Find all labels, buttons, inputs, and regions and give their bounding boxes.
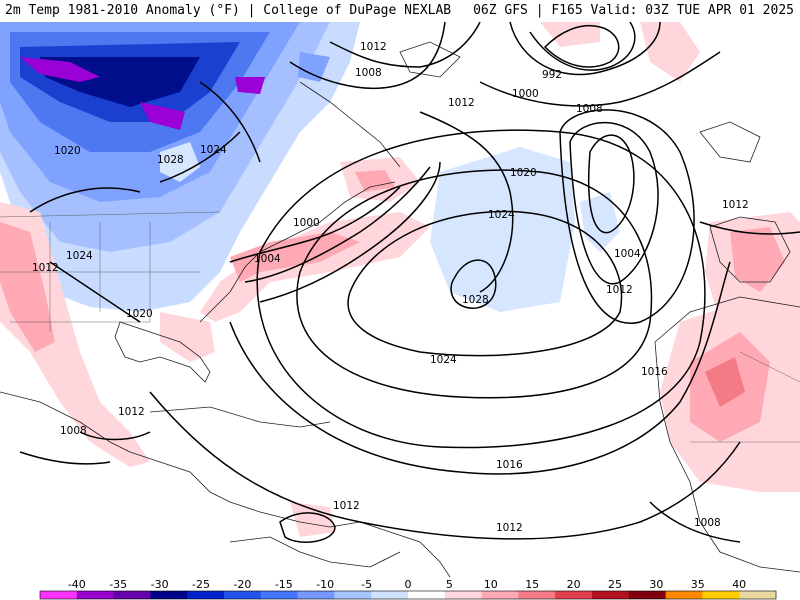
colorbar-swatch <box>224 591 262 599</box>
colorbar-tick-label: -25 <box>192 578 210 591</box>
isobar-label: 1012 <box>32 262 59 274</box>
anomaly-map: 1012 1008 992 1000 1008 1012 1020 1028 1… <box>0 22 800 577</box>
map-title: 2m Temp 1981-2010 Anomaly (°F) | College… <box>5 3 452 18</box>
colorbar-tick-label: -5 <box>361 578 372 591</box>
isobar-label: 1024 <box>66 250 93 262</box>
isobar-label: 1024 <box>430 354 457 366</box>
colorbar-swatch <box>555 591 593 599</box>
isobar-label: 1000 <box>293 217 320 229</box>
colorbar-tick-label: 10 <box>484 578 498 591</box>
coastlines <box>0 41 800 577</box>
colorbar-tick-label: -20 <box>233 578 251 591</box>
cold-anomaly-fill <box>0 22 620 312</box>
isobar-label: 1020 <box>510 167 537 179</box>
isobar-label: 1024 <box>200 144 227 156</box>
colorbar-tick-label: 5 <box>446 578 453 591</box>
isobar-label: 1012 <box>333 500 360 512</box>
colorbar-tick-label: 30 <box>649 578 663 591</box>
colorbar-swatch <box>371 591 409 599</box>
isobar-label: 1004 <box>614 248 641 260</box>
model-run-info: 06Z GFS | F165 Valid: 03Z TUE APR 01 202… <box>473 3 794 18</box>
colorbar-tick-label: 0 <box>405 578 412 591</box>
isobar-label: 1004 <box>254 253 281 265</box>
colorbar-tick-label: -40 <box>68 578 86 591</box>
isobar-label: 1020 <box>54 145 81 157</box>
isobar-label: 1012 <box>606 284 633 296</box>
colorbar-border <box>39 590 777 600</box>
colorbar: -40 -35 -30 -25 -20 -15 -10 -5 0 5 10 15 20 25 30 35 40 <box>0 577 800 600</box>
isobar-label: 1028 <box>462 294 489 306</box>
map-header: 2m Temp 1981-2010 Anomaly (°F) | College… <box>0 0 800 22</box>
isobar-label: 1008 <box>355 67 382 79</box>
isobar-label: 1012 <box>360 41 387 53</box>
colorbar-tick-label: 40 <box>732 578 746 591</box>
colorbar-swatch <box>408 591 446 599</box>
isobar-label: 1008 <box>694 517 721 529</box>
colorbar-swatch <box>187 591 225 599</box>
political-borders <box>0 211 800 443</box>
isobar-label: 1008 <box>60 425 87 437</box>
colorbar-tick-label: 35 <box>691 578 705 591</box>
isobar-label: 1012 <box>722 199 749 211</box>
isobar-label: 1020 <box>126 308 153 320</box>
colorbar-swatch <box>334 591 372 599</box>
colorbar-swatch <box>739 591 777 599</box>
colorbar-swatch <box>592 591 630 599</box>
isobar-label: 1024 <box>488 209 515 221</box>
colorbar-tick-label: 20 <box>567 578 581 591</box>
colorbar-swatch <box>628 591 667 599</box>
colorbar-swatch <box>260 591 299 599</box>
colorbar-swatch <box>113 591 151 599</box>
colorbar-ticks: -40 -35 -30 -25 -20 -15 -10 -5 0 5 10 15 20 25 30 35 40 <box>68 578 746 591</box>
colorbar-swatch <box>665 591 703 599</box>
colorbar-swatch <box>76 591 115 599</box>
colorbar-tick-label: -35 <box>109 578 127 591</box>
colorbar-swatch <box>40 591 78 599</box>
colorbar-swatch <box>444 591 483 599</box>
isobar-label: 1008 <box>576 103 603 115</box>
colorbar-tick-label: 15 <box>525 578 539 591</box>
isobar-label: 1016 <box>641 366 668 378</box>
colorbar-swatch <box>518 591 556 599</box>
isobar-label: 1000 <box>512 88 539 100</box>
colorbar-swatch <box>297 591 335 599</box>
colorbar-swatch <box>150 591 188 599</box>
isobar-labels: 1012 1008 992 1000 1008 1012 1020 1028 1… <box>32 41 749 534</box>
isobar-label: 992 <box>542 69 562 81</box>
isobar-label: 1012 <box>118 406 145 418</box>
colorbar-swatch <box>702 591 740 599</box>
colorbar-tick-label: -15 <box>275 578 293 591</box>
isobar-label: 1016 <box>496 459 523 471</box>
colorbar-tick-label: 25 <box>608 578 622 591</box>
isobars <box>19 22 800 543</box>
colorbar-tick-label: -30 <box>151 578 169 591</box>
colorbar-swatches <box>39 590 777 600</box>
colorbar-swatch <box>481 591 519 599</box>
isobar-label: 1012 <box>448 97 475 109</box>
isobar-label: 1012 <box>496 522 523 534</box>
isobar-label: 1028 <box>157 154 184 166</box>
colorbar-tick-label: -10 <box>316 578 334 591</box>
